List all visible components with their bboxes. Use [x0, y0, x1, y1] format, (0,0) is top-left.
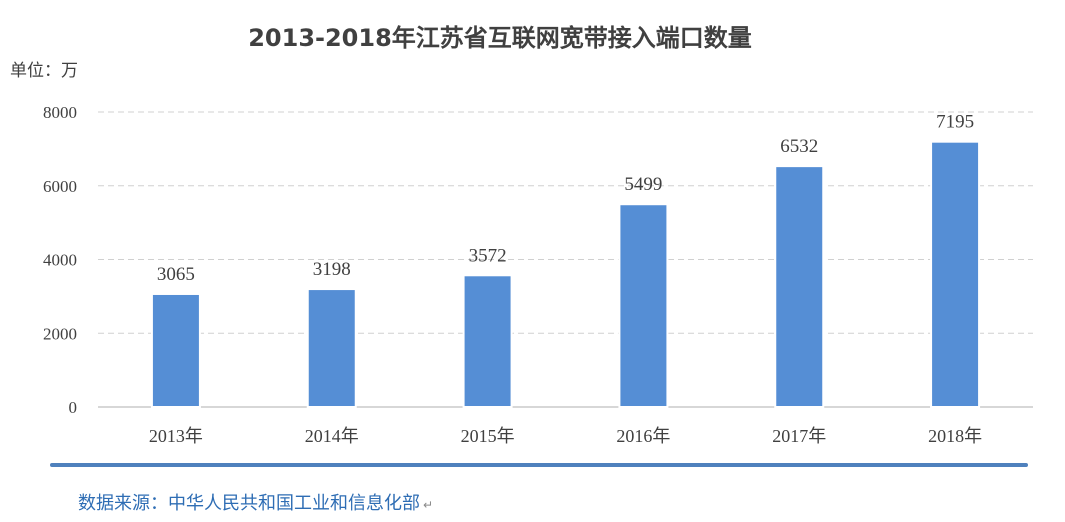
return-mark-icon: ↵: [423, 498, 434, 512]
y-tick-label: 6000: [43, 177, 77, 196]
bar: [774, 165, 825, 408]
x-tick-label: 2013年: [149, 426, 203, 446]
bar: [618, 203, 669, 408]
bar-chart: 0 2000 4000 6000 8000 3065 2013年 3198 2014年 3572 2…: [43, 103, 1033, 446]
data-label: 6532: [780, 136, 818, 157]
chart-title: 2013-2018年江苏省互联网宽带接入端口数量: [248, 24, 752, 52]
source-divider: [50, 463, 1028, 467]
y-tick-label: 4000: [43, 251, 77, 270]
source-text: 数据来源：中华人民共和国工业和信息化部: [78, 493, 420, 514]
bar: [150, 292, 201, 408]
x-tick-label: 2018年: [928, 426, 982, 446]
bar: [930, 140, 981, 408]
data-label: 5499: [624, 174, 662, 195]
x-tick-label: 2016年: [616, 426, 670, 446]
bar: [462, 274, 513, 408]
y-tick-label: 0: [69, 398, 78, 417]
x-tick-label: 2017年: [772, 426, 826, 446]
data-label: 3198: [313, 259, 351, 280]
y-tick-label: 2000: [43, 324, 77, 343]
y-tick-label: 8000: [43, 103, 77, 122]
source-note: 数据来源：中华人民共和国工业和信息化部 ↵: [78, 489, 433, 515]
x-tick-label: 2015年: [461, 426, 515, 446]
x-tick-label: 2014年: [305, 426, 359, 446]
data-label: 3572: [469, 245, 507, 266]
unit-label: 单位：万: [10, 61, 78, 81]
data-label: 7195: [936, 112, 974, 133]
data-label: 3065: [157, 264, 195, 285]
bar: [306, 288, 357, 409]
